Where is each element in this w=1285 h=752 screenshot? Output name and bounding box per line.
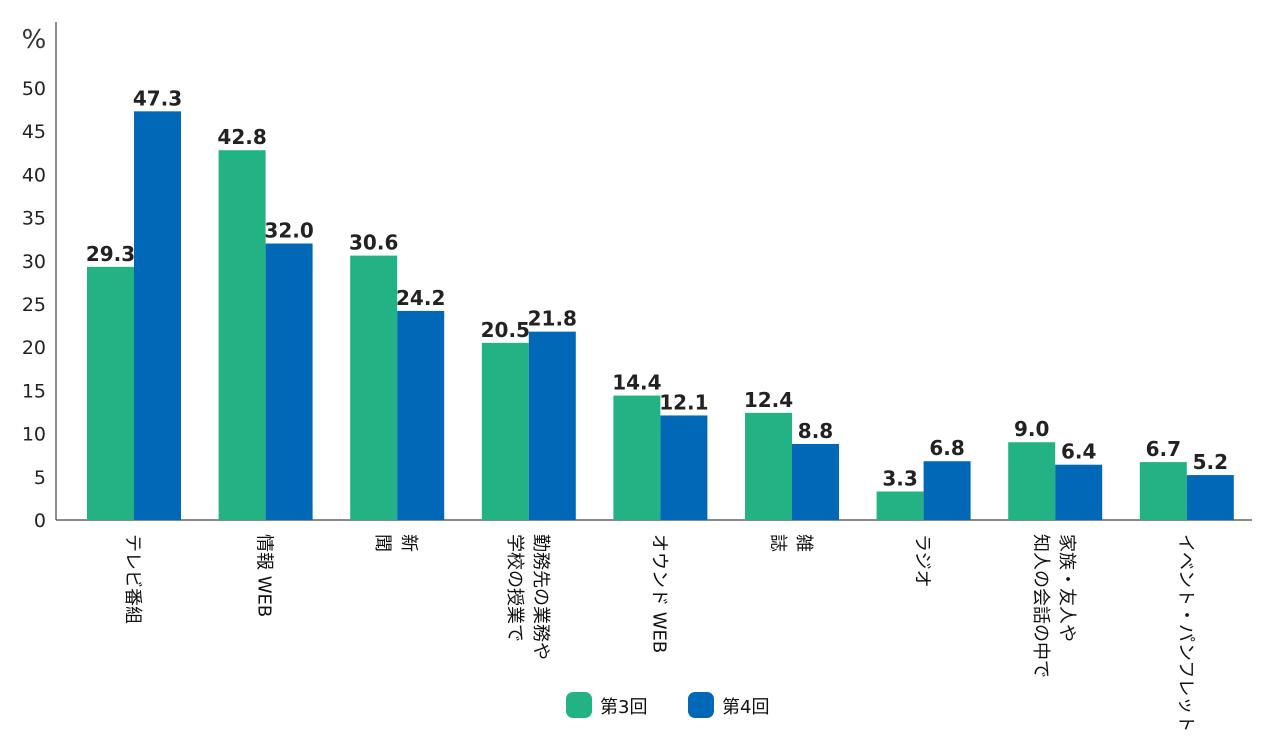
category-label: 情報 WEB [254,534,275,617]
bar [87,266,134,520]
data-label: 14.4 [612,371,661,395]
legend-label: 第3回 [600,697,647,718]
category-label: オウンド WEB [648,534,669,653]
bar [876,491,924,520]
y-tick-label: 15 [22,380,46,402]
data-label: 32.0 [264,219,313,243]
y-tick-label: 25 [22,294,46,316]
y-tick-label: 45 [22,121,46,143]
bar [660,415,708,520]
bar [397,310,445,520]
y-tick-label: 40 [22,164,46,186]
legend: 第3回 第4回 [566,692,769,718]
bar [923,461,971,520]
bar [1008,442,1056,520]
bar [1186,475,1234,520]
bars [87,111,1234,520]
bar [350,255,398,520]
y-tick-label: 35 [22,208,46,230]
category-label: 新 [398,534,419,552]
value-labels: 29.3 47.3 42.8 32.0 30.6 24.2 20.521.8 14.412.1… [86,86,1228,490]
bar [1139,462,1187,520]
bar [265,243,313,520]
y-tick-label: 20 [22,337,46,359]
data-label: 6.8 [929,436,964,460]
category-label: ラジオ [912,534,933,588]
data-label: 9.0 [1014,417,1049,441]
data-label: 30.6 [349,231,398,255]
category-label: 聞 [372,534,393,552]
bar [792,443,839,520]
bar [1055,464,1103,520]
data-label: 12.4 [744,388,793,412]
legend-swatch [566,692,592,718]
category-label: テレビ番組 [122,534,143,624]
category-label: 知人の会話の中で [1030,534,1051,678]
legend-swatch [688,692,714,718]
category-label: 家族・友人や [1056,534,1077,642]
data-label: 3.3 [882,466,917,490]
y-axis-unit: % [22,25,47,55]
data-label: 20.5 [481,318,530,342]
y-tick-label: 50 [22,78,46,100]
category-label: イベント・パンフレット [1175,534,1196,732]
data-label: 47.3 [133,86,182,110]
category-label: 雑 [793,534,814,552]
bar [481,342,529,520]
bar [613,395,661,520]
y-tick-label: 5 [34,467,46,489]
data-label: 8.8 [798,419,833,443]
bar [218,150,266,520]
data-label: 6.4 [1061,440,1096,464]
data-label: 24.2 [396,286,445,310]
bar [528,331,576,520]
bar [745,412,792,520]
legend-label: 第4回 [722,697,769,718]
y-tick-label: 30 [22,251,46,273]
data-label: 29.3 [86,242,135,266]
data-label: 42.8 [217,125,266,149]
category-label: 学校の授業で [504,534,525,642]
data-label: 5.2 [1193,450,1228,474]
data-label: 12.1 [659,390,708,414]
y-tick-label: 0 [34,510,46,532]
bar [134,111,181,520]
y-tick-label: 10 [22,424,46,446]
y-axis-ticks: 0 5 10 15 20 25 30 35 40 45 50 [22,78,46,532]
data-label: 6.7 [1146,437,1181,461]
category-label: 勤務先の業務や [530,534,551,660]
data-label: 21.8 [528,307,577,331]
category-label: 誌 [767,534,788,552]
